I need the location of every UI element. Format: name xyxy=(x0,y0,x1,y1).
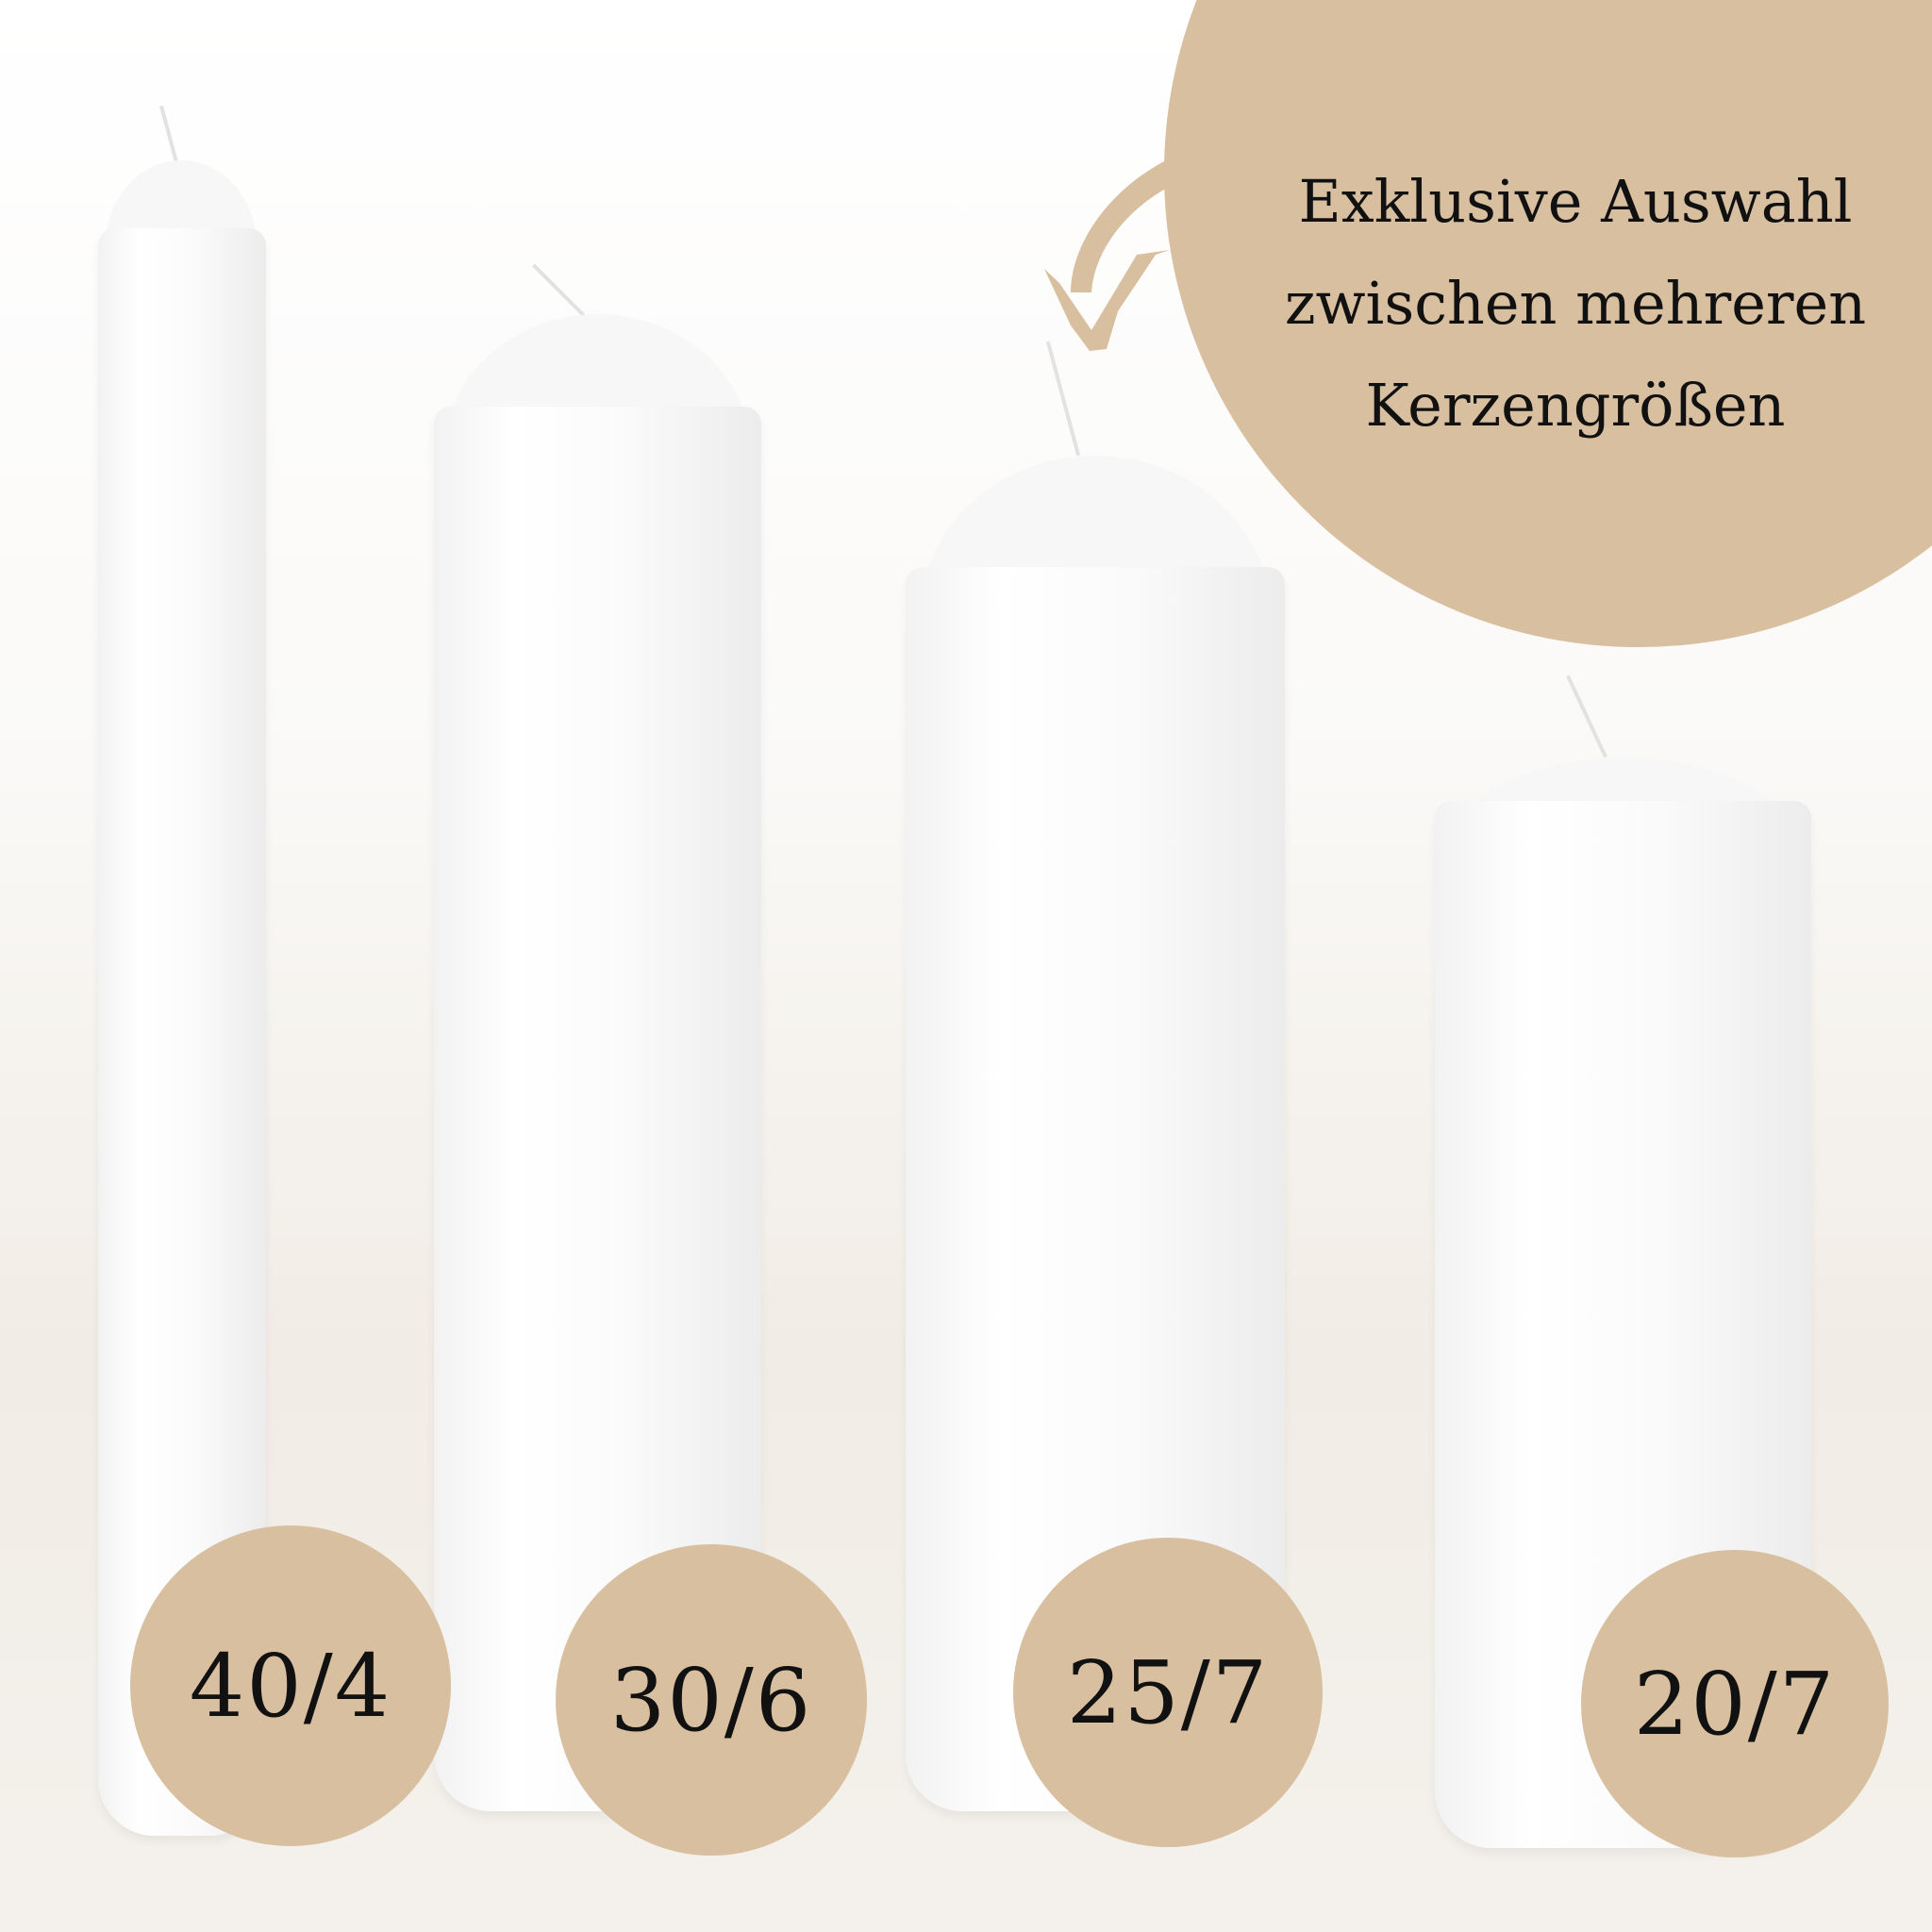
headline-circle-shape xyxy=(1164,0,1932,647)
headline: Exklusive Auswahl zwischen mehreren Kerz… xyxy=(1226,151,1924,457)
arrow-shaft xyxy=(1071,158,1174,292)
size-badge-20-7: 20/7 xyxy=(1581,1550,1889,1857)
arrow-head xyxy=(1044,250,1170,351)
curved-arrow-icon xyxy=(1044,158,1174,351)
headline-line: zwischen mehreren xyxy=(1284,269,1867,338)
headline-line: Exklusive Auswahl xyxy=(1298,167,1853,236)
size-badge-25-7: 25/7 xyxy=(1013,1538,1323,1847)
headline-circle xyxy=(1164,0,1932,647)
candle-wick xyxy=(532,263,585,317)
candle-wick xyxy=(1566,675,1607,758)
headline-line: Kerzengrößen xyxy=(1365,371,1786,440)
size-badge-40-4: 40/4 xyxy=(130,1525,451,1846)
size-badge-30-6: 30/6 xyxy=(556,1544,867,1856)
